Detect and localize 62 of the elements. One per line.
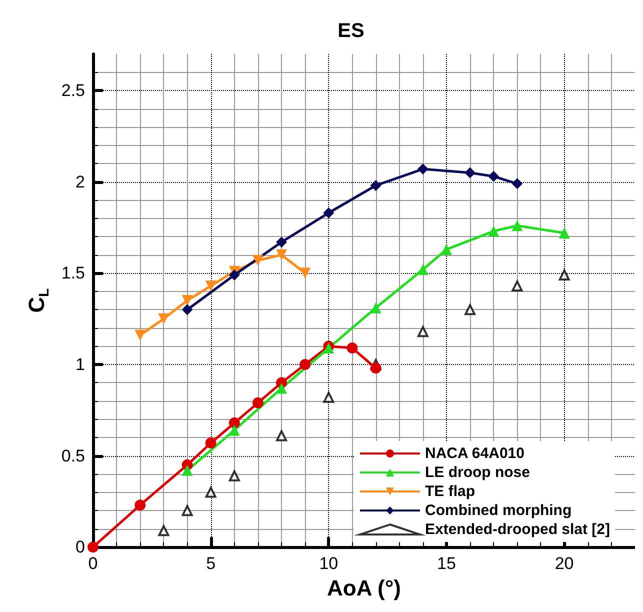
- x-tick-label: 5: [206, 554, 216, 574]
- point: [228, 269, 240, 280]
- point: [323, 207, 334, 218]
- point: [205, 486, 216, 498]
- point: [300, 358, 311, 370]
- point: [252, 397, 264, 408]
- legend-label: LE droop nose: [424, 464, 530, 481]
- point: [276, 430, 288, 442]
- point: [440, 244, 452, 255]
- point: [252, 254, 264, 266]
- point: [417, 164, 428, 175]
- legend-label: Combined morphing: [424, 502, 572, 519]
- point: [228, 470, 240, 482]
- y-tick-label: 0: [76, 538, 85, 557]
- point: [228, 424, 240, 436]
- point: [512, 280, 523, 292]
- y-tick-label: 1.5: [61, 264, 85, 283]
- point: [370, 180, 382, 191]
- point: [228, 417, 240, 428]
- point: [323, 392, 334, 403]
- point: [346, 342, 358, 354]
- point: [417, 264, 428, 276]
- point: [134, 500, 146, 511]
- legend-label: NACA 64A010: [424, 445, 524, 462]
- x-tick-label: 0: [88, 554, 98, 574]
- y-axis-title: CL: [24, 288, 52, 313]
- point: [464, 304, 476, 316]
- point: [370, 362, 382, 374]
- point: [276, 236, 288, 248]
- point: [182, 304, 193, 316]
- point: [512, 178, 523, 190]
- point: [488, 226, 500, 237]
- point: [558, 269, 570, 280]
- point: [276, 249, 288, 260]
- point: [205, 438, 216, 448]
- point: [158, 525, 170, 536]
- point: [182, 295, 193, 306]
- y-tick-label: 0.5: [61, 446, 85, 466]
- point: [512, 220, 523, 232]
- x-tick-label: 10: [319, 554, 338, 574]
- y-tick-label: 2.5: [61, 81, 85, 100]
- legend-label: TE flap: [424, 483, 475, 500]
- point: [182, 505, 193, 516]
- y-tick-label: 2: [76, 172, 85, 192]
- legend-label: Extended-drooped slat [2]: [424, 521, 610, 538]
- x-tick-label: 15: [437, 554, 456, 574]
- point: [558, 227, 570, 238]
- chart-title: ES: [338, 20, 364, 42]
- point: [300, 268, 311, 279]
- point: [370, 302, 382, 314]
- point: [88, 542, 98, 553]
- point: [205, 280, 216, 292]
- point: [488, 170, 500, 182]
- point: [134, 330, 146, 341]
- point: [464, 167, 476, 178]
- y-tick-label: 1: [76, 354, 85, 374]
- x-axis-title: AoA (°): [327, 576, 401, 600]
- point: [417, 326, 428, 338]
- x-tick-label: 20: [554, 554, 574, 574]
- point: [276, 382, 288, 394]
- point: [158, 313, 170, 324]
- point: [182, 464, 193, 476]
